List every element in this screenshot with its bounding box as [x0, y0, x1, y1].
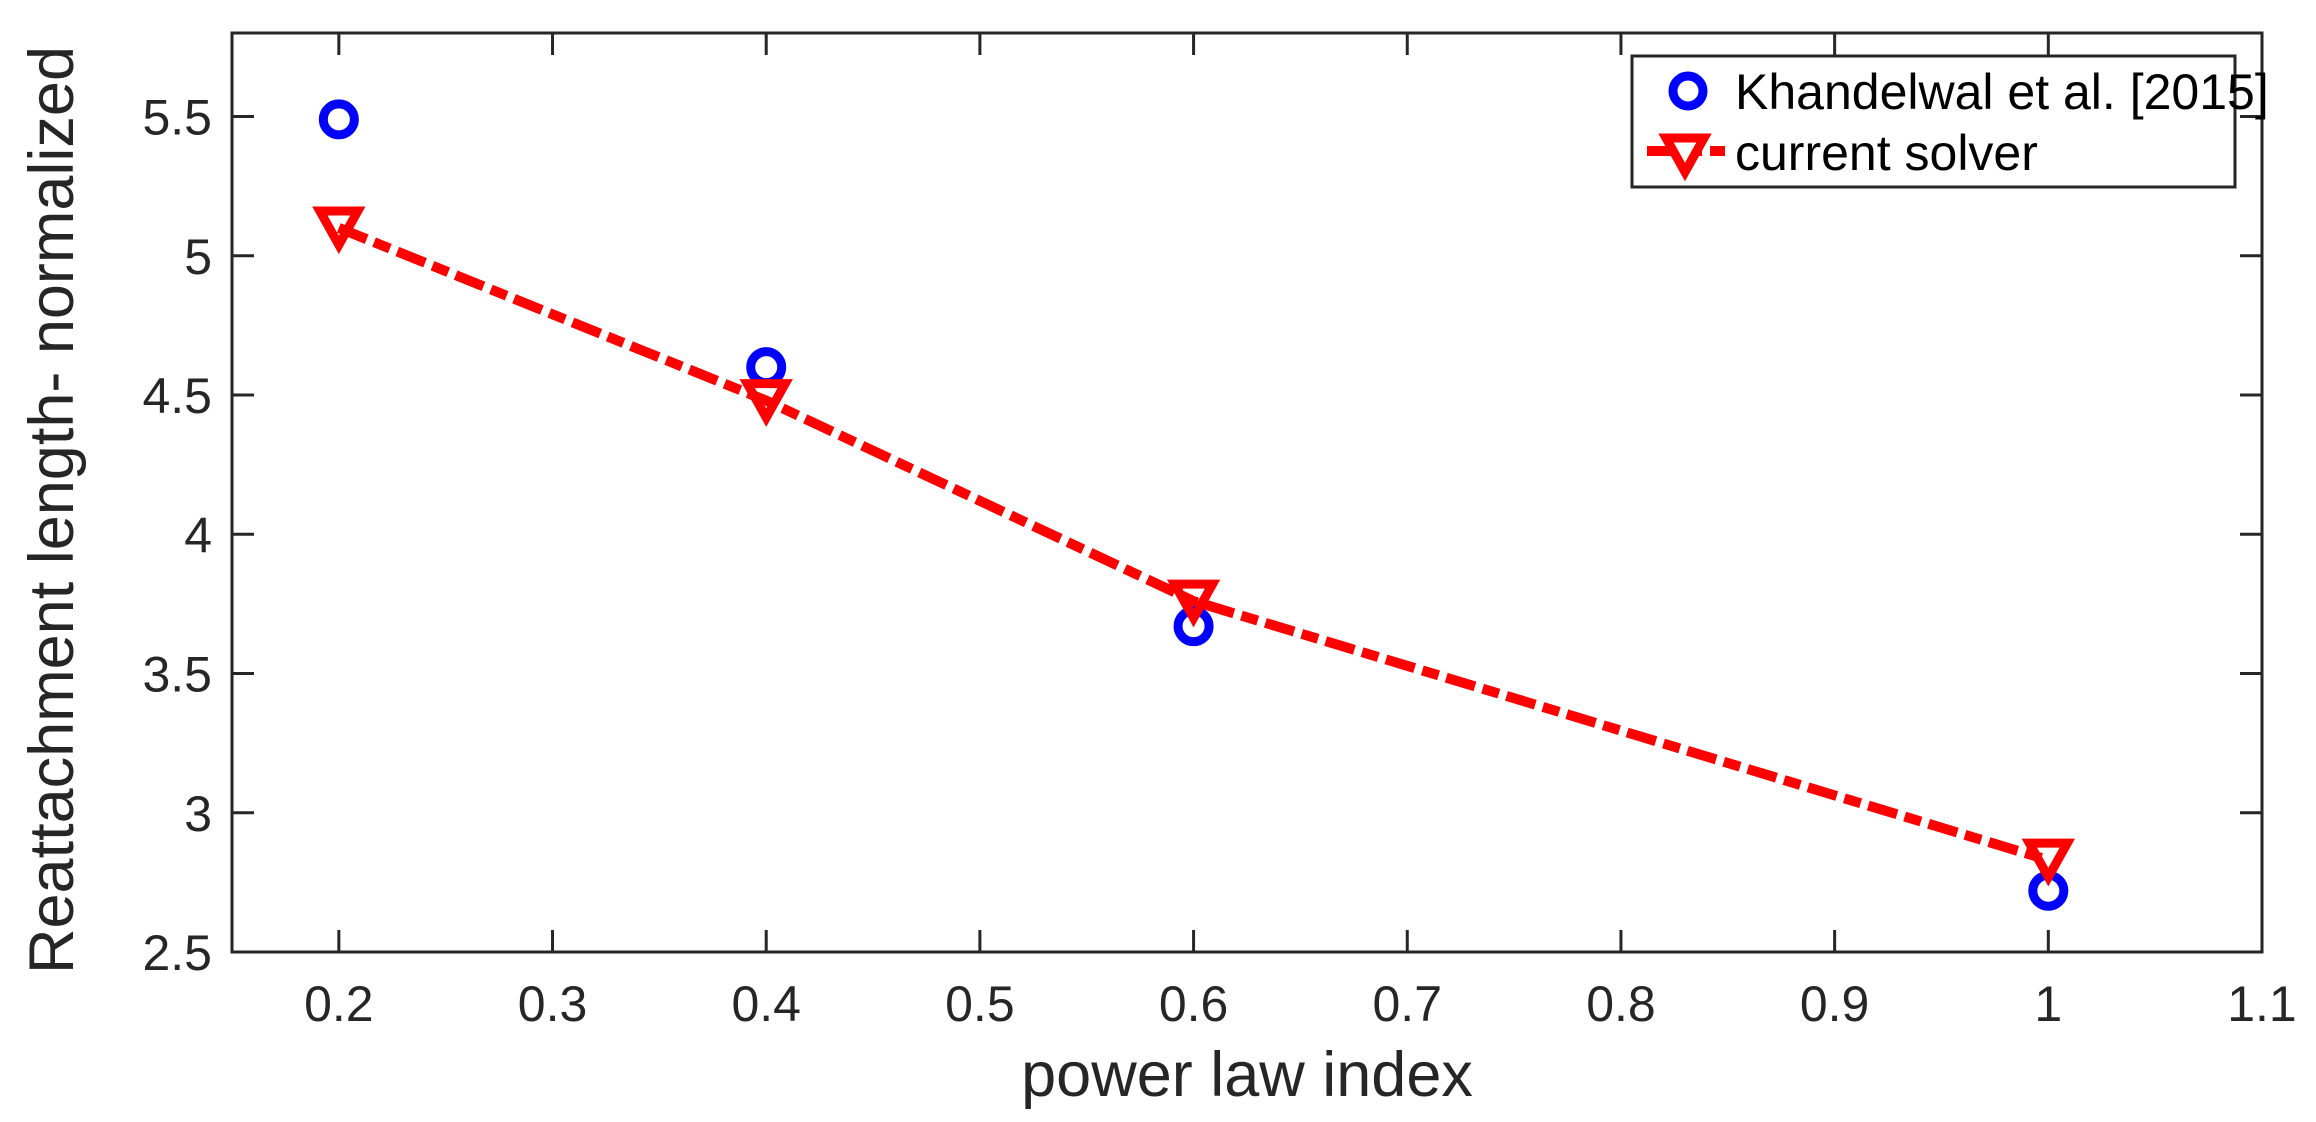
series-current-solver: [312, 206, 2075, 887]
legend: Khandelwal et al. [2015] current solver: [1630, 54, 2269, 189]
triangle-down-marker: [312, 206, 366, 255]
x-axis-ticks: 0.2 0.3 0.4 0.5 0.6 0.7 0.8 0.9 1 1.1: [304, 33, 2297, 1032]
triangle-down-marker: [1166, 579, 1221, 628]
y-tick-label: 3: [184, 786, 212, 842]
x-tick-label: 0.9: [1800, 976, 1870, 1032]
y-axis-label: Reattachment length- normalized: [17, 46, 87, 974]
y-tick-label: 4: [184, 507, 212, 563]
series-line: [336, 223, 2050, 865]
x-tick-label: 0.2: [304, 976, 374, 1032]
legend-box: [1630, 54, 2237, 189]
y-tick-label: 4.5: [142, 368, 212, 424]
legend-item-khandelwal: Khandelwal et al. [2015]: [1668, 64, 2269, 120]
legend-label: current solver: [1735, 125, 2038, 181]
y-tick-label: 5: [184, 229, 212, 285]
triangle-down-marker-icon: [1658, 133, 1712, 182]
triangle-down-marker: [739, 379, 793, 427]
x-tick-label: 1.1: [2227, 976, 2297, 1032]
y-tick-label: 5.5: [142, 90, 212, 146]
legend-item-current-solver: current solver: [1647, 125, 2038, 182]
x-tick-label: 0.5: [945, 976, 1015, 1032]
x-tick-label: 1: [2034, 976, 2062, 1032]
triangle-down-marker: [2021, 838, 2075, 887]
x-tick-label: 0.8: [1586, 976, 1656, 1032]
x-tick-label: 0.4: [731, 976, 801, 1032]
x-axis-label: power law index: [1021, 1040, 1473, 1110]
circle-marker: [318, 99, 359, 140]
circle-marker-icon: [1668, 71, 1708, 111]
y-tick-label: 2.5: [142, 925, 212, 981]
legend-label: Khandelwal et al. [2015]: [1735, 64, 2269, 120]
y-tick-label: 3.5: [142, 647, 212, 703]
x-tick-label: 0.6: [1159, 976, 1229, 1032]
axes-frame: [230, 31, 2264, 954]
series-layer: [312, 99, 2075, 911]
x-tick-label: 0.7: [1373, 976, 1443, 1032]
y-axis-ticks: 2.5 3 3.5 4 4.5 5 5.5: [142, 90, 2262, 981]
plot-area: [312, 99, 2075, 911]
x-tick-label: 0.3: [518, 976, 588, 1032]
